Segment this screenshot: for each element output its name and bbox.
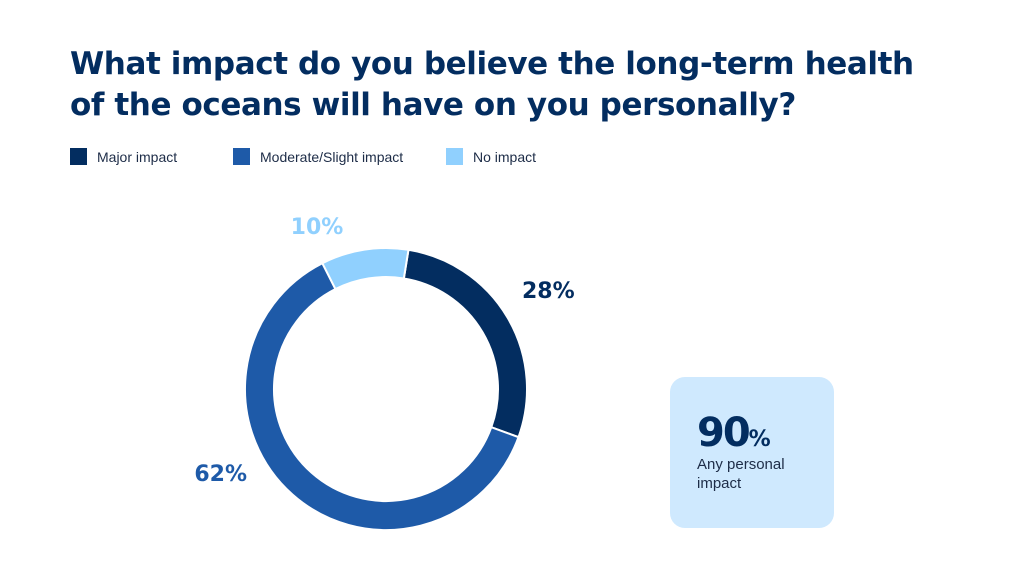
data-label-moderate-slight-impact: 62%	[194, 462, 247, 487]
chart-title-line-2: of the oceans will have on you personall…	[70, 87, 796, 123]
legend-label-moderate-slight-impact: Moderate/Slight impact	[260, 148, 404, 165]
legend-label-no-impact: No impact	[473, 148, 537, 165]
data-label-no-impact: 10%	[291, 215, 344, 240]
legend-item-no-impact: No impact	[446, 148, 536, 165]
callout-value: 90%	[697, 411, 771, 462]
legend-item-moderate-slight-impact: Moderate/Slight impact	[233, 148, 403, 165]
chart-legend: Major impact Moderate/Slight impact No i…	[70, 148, 670, 170]
donut-slice-no-impact	[321, 247, 410, 291]
donut-slice-moderate-slight-impact	[244, 261, 520, 531]
chart-title: What impact do you believe the long-term…	[70, 44, 950, 126]
callout-value-unit: %	[748, 427, 771, 452]
legend-swatch-no-impact	[446, 148, 463, 165]
data-label-major-impact: 28%	[522, 279, 575, 304]
legend-label-major-impact: Major impact	[97, 148, 178, 165]
legend-item-major-impact: Major impact	[70, 148, 177, 165]
any-impact-callout: 90% Any personal impact	[670, 377, 834, 528]
callout-label: Any personal impact	[697, 456, 785, 492]
chart-title-line-1: What impact do you believe the long-term…	[70, 46, 914, 82]
legend-swatch-major-impact	[70, 148, 87, 165]
donut-slice-major-impact	[402, 248, 528, 439]
legend-swatch-moderate-slight-impact	[233, 148, 250, 165]
callout-value-number: 90	[697, 410, 751, 456]
